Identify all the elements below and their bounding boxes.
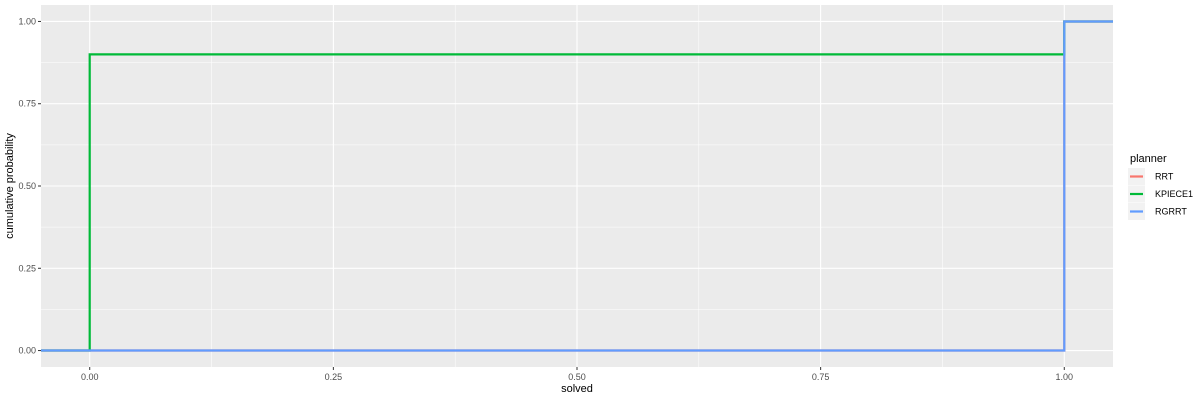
x-axis-title: solved <box>561 383 593 395</box>
x-tick-label: 0.75 <box>812 372 830 382</box>
legend-title: planner <box>1130 153 1167 165</box>
y-tick-label: 0.50 <box>18 181 36 191</box>
legend-label-rrt: RRT <box>1155 172 1174 182</box>
y-tick-label: 1.00 <box>18 16 36 26</box>
x-tick-label: 0.50 <box>568 372 586 382</box>
y-tick-label: 0.25 <box>18 263 36 273</box>
series-line-rgrrt <box>41 20 1113 352</box>
y-tick-label: 0.00 <box>18 346 36 356</box>
legend: planner RRT KPIECE1 RGRRT <box>1128 153 1193 220</box>
y-axis: 0.00 0.25 0.50 0.75 1.00 <box>18 16 41 356</box>
legend-label-rgrrt: RGRRT <box>1155 207 1187 217</box>
legend-label-kpiece1: KPIECE1 <box>1155 189 1193 199</box>
x-tick-label: 1.00 <box>1056 372 1074 382</box>
series-lines <box>41 20 1113 352</box>
y-axis-title: cumulative probability <box>4 133 16 239</box>
x-axis: 0.00 0.25 0.50 0.75 1.00 <box>81 367 1073 382</box>
x-tick-label: 0.25 <box>325 372 343 382</box>
y-tick-label: 0.75 <box>18 99 36 109</box>
x-tick-label: 0.00 <box>81 372 99 382</box>
